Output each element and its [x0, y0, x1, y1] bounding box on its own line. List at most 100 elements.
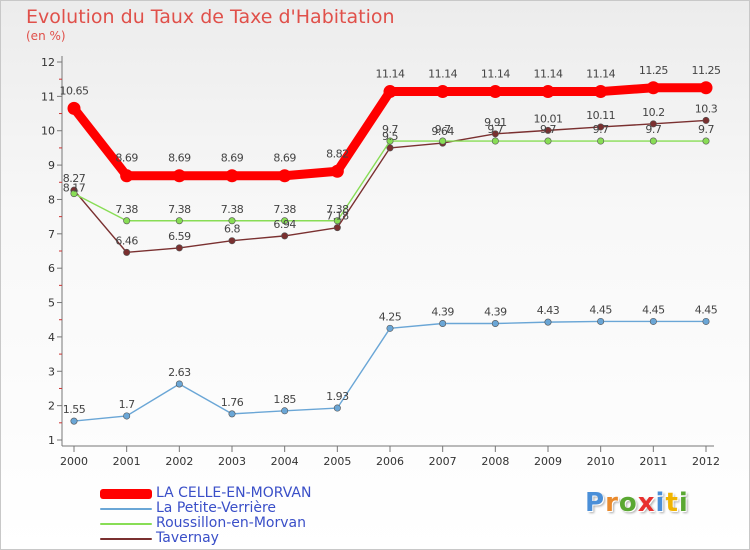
data-label: 9.7: [645, 123, 661, 136]
data-label: 9.91: [484, 116, 507, 129]
data-label: 10.11: [586, 109, 615, 122]
y-tick-label: 11: [41, 90, 55, 103]
data-label: 11.14: [428, 68, 457, 81]
data-point: [120, 169, 134, 183]
data-point: [541, 85, 555, 99]
data-point: [383, 85, 397, 99]
x-tick-label: 2004: [271, 455, 299, 468]
data-point: [386, 144, 394, 152]
logo-letter: o: [618, 488, 638, 518]
data-label: 10.01: [534, 112, 563, 125]
legend-swatch: [100, 507, 152, 510]
data-label: 10.3: [695, 102, 718, 115]
legend-swatch: [100, 522, 152, 525]
data-label: 7.38: [115, 203, 138, 216]
data-point: [123, 412, 131, 420]
y-tick-label: 5: [48, 297, 55, 310]
data-label: 9.5: [382, 130, 398, 143]
data-point: [439, 320, 447, 328]
data-label: 7.18: [326, 210, 349, 223]
x-tick-label: 2002: [165, 455, 193, 468]
data-label: 9.7: [435, 123, 451, 136]
x-tick-label: 2009: [534, 455, 562, 468]
y-tick-label: 6: [48, 262, 55, 275]
chart-title: Evolution du Taux de Taxe d'Habitation: [26, 6, 395, 28]
data-point: [439, 137, 447, 145]
data-point: [649, 317, 657, 325]
data-point: [333, 224, 341, 232]
legend-label: Roussillon-en-Morvan: [156, 515, 306, 531]
data-point: [597, 317, 605, 325]
data-point: [67, 101, 81, 115]
data-label: 9.7: [382, 123, 398, 136]
proxiti-logo: Proxiti: [585, 488, 689, 518]
legend-item: LA CELLE-EN-MORVAN: [100, 486, 311, 501]
data-point: [544, 137, 552, 145]
data-label: 6.94: [273, 218, 296, 231]
data-point: [70, 417, 78, 425]
legend-swatch: [100, 488, 152, 499]
y-tick-label: 9: [48, 159, 55, 172]
x-tick-label: 2010: [587, 455, 615, 468]
data-label: 10.65: [60, 84, 89, 97]
x-tick-label: 2012: [692, 455, 720, 468]
data-point: [436, 85, 450, 99]
data-label: 1.93: [326, 390, 349, 403]
legend: LA CELLE-EN-MORVAN La Petite-Verrière Ro…: [100, 486, 311, 546]
data-point: [228, 237, 236, 245]
logo-letter: i: [678, 488, 689, 518]
x-tick-label: 2011: [639, 455, 667, 468]
data-label: 1.55: [63, 403, 86, 416]
data-label: 10.2: [642, 106, 665, 119]
data-point: [646, 81, 660, 95]
data-point: [488, 85, 502, 99]
legend-item: Roussillon-en-Morvan: [100, 516, 311, 531]
data-point: [330, 164, 344, 178]
data-label: 4.45: [695, 303, 718, 316]
data-point: [597, 123, 605, 131]
data-point: [702, 317, 710, 325]
logo-letter: t: [665, 488, 679, 518]
data-point: [281, 217, 289, 225]
data-label: 2.63: [168, 366, 191, 379]
legend-label: La Petite-Verrière: [156, 500, 277, 516]
data-label: 4.43: [537, 304, 560, 317]
data-label: 11.25: [692, 64, 721, 77]
data-point: [491, 130, 499, 138]
y-tick-label: 2: [48, 400, 55, 413]
data-label: 1.76: [221, 396, 244, 409]
data-point: [278, 169, 292, 183]
y-tick-label: 8: [48, 193, 55, 206]
legend-item: La Petite-Verrière: [100, 501, 311, 516]
data-label: 9.7: [487, 123, 503, 136]
data-point: [649, 120, 657, 128]
x-tick-label: 2003: [218, 455, 246, 468]
data-label: 8.69: [115, 152, 138, 165]
data-point: [175, 380, 183, 388]
data-point: [281, 407, 289, 415]
legend-label: LA CELLE-EN-MORVAN: [156, 485, 312, 501]
x-tick-label: 2007: [429, 455, 457, 468]
data-point: [544, 318, 552, 326]
y-tick-label: 4: [48, 331, 55, 344]
legend-item: Tavernay: [100, 531, 311, 546]
data-point: [491, 320, 499, 328]
data-label: 1.85: [273, 393, 296, 406]
data-label: 6.59: [168, 230, 191, 243]
data-point: [281, 232, 289, 240]
data-point: [491, 137, 499, 145]
data-point: [649, 137, 657, 145]
logo-letter: P: [585, 488, 606, 518]
data-point: [172, 169, 186, 183]
data-label: 4.25: [379, 310, 402, 323]
data-label: 8.69: [168, 152, 191, 165]
data-label: 9.7: [593, 123, 609, 136]
data-point: [386, 324, 394, 332]
logo-letter: i: [655, 488, 666, 518]
y-tick-label: 10: [41, 125, 55, 138]
chart-subtitle: (en %): [26, 29, 66, 43]
data-label: 6.46: [115, 234, 138, 247]
data-label: 9.7: [698, 123, 714, 136]
data-point: [175, 217, 183, 225]
